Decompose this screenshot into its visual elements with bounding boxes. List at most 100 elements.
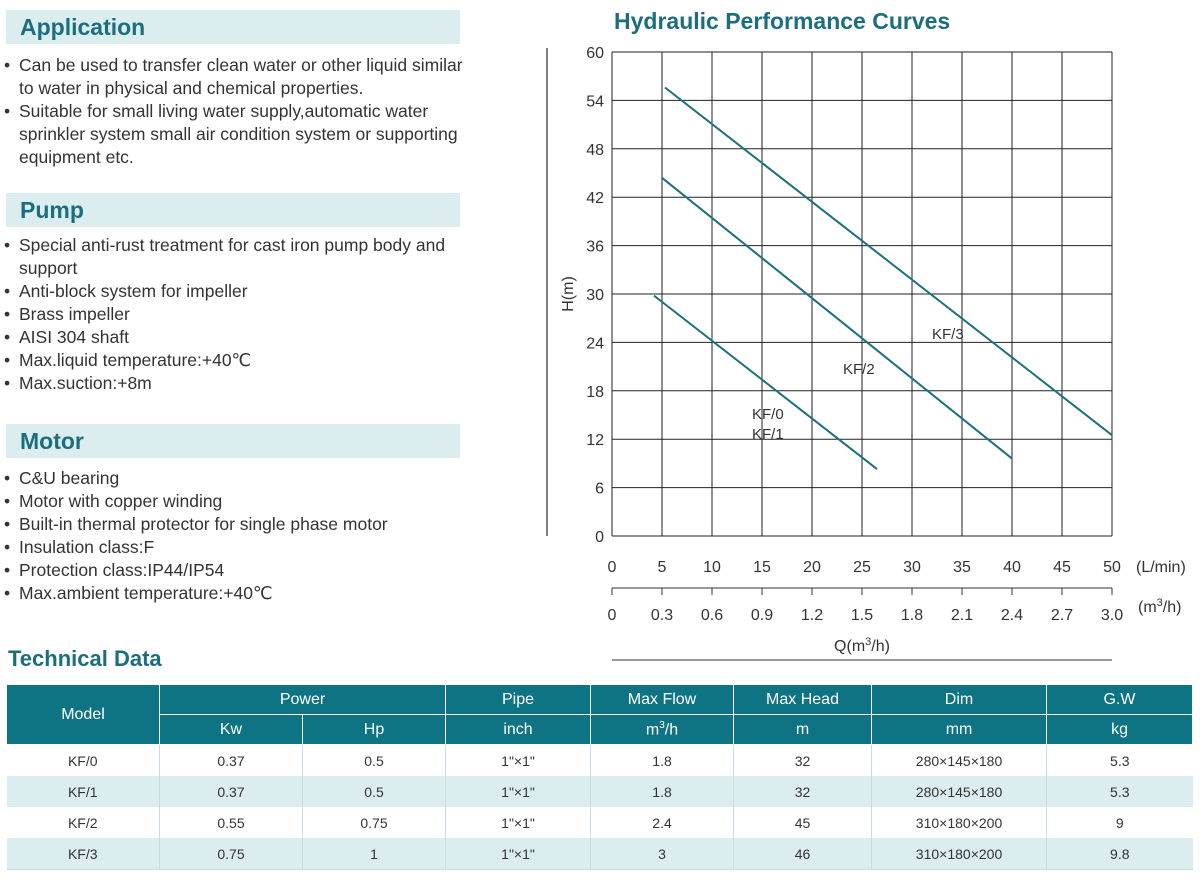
cell-pipe: 1"×1"	[445, 744, 592, 776]
x-unit-m3h: (m3/h)	[1138, 597, 1181, 616]
header-max-head-unit: m	[733, 714, 873, 745]
x-axis-label: Q(m3/h)	[834, 636, 890, 655]
application-bullet: Can be used to transfer clean water or o…	[4, 54, 474, 100]
y-tick-label: 60	[586, 45, 604, 62]
x-tick-label-m3h: 0.3	[651, 607, 673, 624]
x-tick-label-lmin: 0	[608, 559, 617, 576]
pump-bullet: Max.liquid temperature:+40℃	[4, 349, 474, 372]
cell-kw: 0.37	[159, 776, 303, 807]
y-tick-label: 0	[595, 529, 604, 546]
cell-pipe: 1"×1"	[445, 838, 592, 870]
y-tick-label: 18	[586, 384, 604, 401]
x-tick-label-m3h: 0	[608, 607, 617, 624]
x-tick-label-lmin: 20	[803, 559, 821, 576]
header-unit-row: Kw Hp inch m3/h m mm kg	[7, 714, 1194, 745]
header-max-head: Max Head	[733, 684, 873, 715]
header-pipe: Pipe	[445, 684, 592, 715]
x-tick-label-lmin: 35	[953, 559, 971, 576]
cell-model: KF/0	[6, 744, 160, 776]
technical-data-title: Technical Data	[8, 646, 162, 671]
pump-bullet: Special anti-rust treatment for cast iro…	[4, 234, 474, 280]
x-tick-label-lmin: 15	[753, 559, 771, 576]
y-tick-label: 42	[586, 190, 604, 207]
pump-bullet: Max.suction:+8m	[4, 372, 474, 395]
x-tick-label-m3h: 0.9	[751, 607, 773, 624]
y-axis-label: H(m)	[560, 276, 577, 312]
cell-gw: 9.8	[1046, 838, 1193, 870]
x-tick-label-lmin: 30	[903, 559, 921, 576]
y-tick-label: 54	[586, 93, 604, 110]
header-gw-unit: kg	[1046, 714, 1194, 745]
x-tick-label-m3h: 2.4	[1001, 607, 1023, 624]
chart-title: Hydraulic Performance Curves	[614, 8, 951, 34]
cell-model: KF/1	[6, 776, 160, 807]
header-hp: Hp	[301, 714, 447, 745]
header-max-flow: Max Flow	[590, 684, 735, 715]
table-row: KF/0 0.37 0.5 1"×1" 1.8 32 280×145×180 5…	[6, 744, 1193, 776]
cell-max-head: 32	[733, 776, 873, 807]
header-gw: G.W	[1046, 684, 1194, 715]
application-bullet: Suitable for small living water supply,a…	[4, 100, 474, 169]
y-tick-label: 30	[586, 287, 604, 304]
pump-header: Pump	[6, 193, 460, 227]
x-tick-label-lmin: 40	[1003, 559, 1021, 576]
header-model: Model	[6, 684, 160, 745]
cell-max-head: 45	[733, 807, 873, 838]
cell-max-flow: 2.4	[590, 807, 735, 838]
pump-bullet: AISI 304 shaft	[4, 326, 474, 349]
x-tick-label-lmin: 50	[1103, 559, 1121, 576]
motor-bullet: Motor with copper winding	[4, 490, 474, 513]
cell-pipe: 1"×1"	[445, 807, 592, 838]
header-power: Power	[158, 684, 447, 715]
pump-bullet: Brass impeller	[4, 303, 474, 326]
cell-dim: 310×180×200	[871, 838, 1048, 870]
series-line	[661, 177, 1013, 460]
x-unit-lmin: (L/min)	[1136, 559, 1186, 576]
cell-kw: 0.75	[159, 838, 303, 870]
table-row: KF/2 0.55 0.75 1"×1" 2.4 45 310×180×200 …	[6, 807, 1193, 838]
x-tick-label-lmin: 10	[703, 559, 721, 576]
x-tick-label-lmin: 25	[853, 559, 871, 576]
x-tick-label-m3h: 1.5	[851, 607, 873, 624]
motor-bullet: Insulation class:F	[4, 536, 474, 559]
header-row: Model Power Pipe Max Flow Max Head Dim G…	[6, 684, 1194, 745]
table-row: KF/3 0.75 1 1"×1" 3 46 310×180×200 9.8	[6, 838, 1193, 870]
table-row: KF/1 0.37 0.5 1"×1" 1.8 32 280×145×180 5…	[6, 776, 1193, 807]
cell-dim: 280×145×180	[871, 744, 1048, 776]
cell-max-head: 46	[733, 838, 873, 870]
cell-max-head: 32	[733, 744, 873, 776]
series-label: KF/0 KF/1	[752, 406, 784, 443]
x-tick-label-m3h: 1.2	[801, 607, 823, 624]
cell-kw: 0.37	[159, 744, 303, 776]
pump-list: Special anti-rust treatment for cast iro…	[4, 234, 474, 395]
cell-hp: 0.5	[302, 776, 447, 807]
technical-data-table: Model Power Pipe Max Flow Max Head Dim G…	[6, 684, 1194, 870]
series-label: KF/3	[932, 326, 964, 343]
header-pipe-unit: inch	[445, 714, 592, 745]
cell-gw: 9	[1115, 814, 1124, 831]
cell-model: KF/2	[6, 807, 160, 838]
series-line	[653, 294, 878, 470]
application-list: Can be used to transfer clean water or o…	[4, 54, 474, 169]
x-tick-label-m3h: 3.0	[1101, 607, 1123, 624]
cell-model: KF/3	[6, 838, 160, 870]
motor-bullet: C&U bearing	[4, 467, 474, 490]
cell-gw: 5.3	[1110, 752, 1130, 769]
x-tick-label-m3h: 0.6	[701, 607, 723, 624]
motor-bullet: Protection class:IP44/IP54	[4, 559, 474, 582]
x-tick-label-m3h: 2.1	[951, 607, 973, 624]
cell-dim: 310×180×200	[871, 807, 1048, 838]
cell-max-flow: 3	[590, 838, 735, 870]
cell-dim: 280×145×180	[871, 776, 1048, 807]
cell-hp: 0.5	[302, 744, 447, 776]
y-tick-label: 36	[586, 239, 604, 256]
x-tick-label-m3h: 1.8	[901, 607, 923, 624]
y-tick-label: 24	[586, 335, 604, 352]
series-line	[664, 86, 1113, 436]
motor-bullet: Built-in thermal protector for single ph…	[4, 513, 474, 536]
y-tick-label: 6	[595, 481, 604, 498]
application-header: Application	[6, 10, 460, 44]
x-tick-label-lmin: 5	[658, 559, 667, 576]
motor-header: Motor	[6, 424, 460, 458]
header-kw: Kw	[159, 714, 303, 745]
